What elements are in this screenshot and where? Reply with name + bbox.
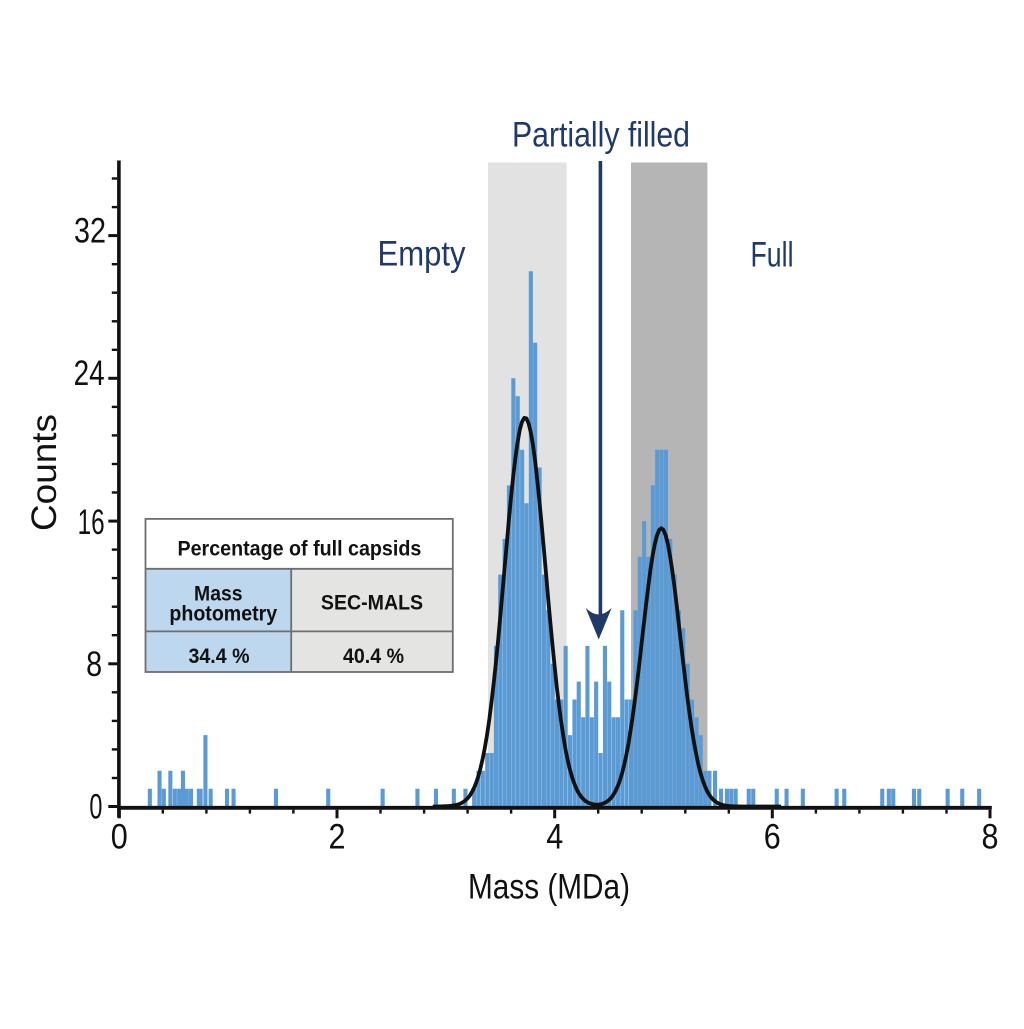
svg-text:8: 8: [982, 817, 999, 856]
svg-text:40.4 %: 40.4 %: [343, 644, 404, 668]
svg-text:photometry: photometry: [169, 601, 277, 625]
svg-text:Empty: Empty: [378, 235, 466, 274]
svg-text:6: 6: [764, 817, 781, 856]
svg-text:2: 2: [329, 817, 346, 856]
svg-text:Counts: Counts: [25, 414, 64, 531]
svg-text:24: 24: [74, 354, 105, 393]
svg-text:34.4 %: 34.4 %: [189, 644, 250, 668]
svg-text:0: 0: [89, 788, 102, 827]
svg-text:16: 16: [78, 503, 105, 542]
svg-text:4: 4: [546, 817, 563, 856]
svg-text:Mass: Mass: [194, 582, 243, 606]
svg-text:8: 8: [86, 645, 102, 684]
svg-text:Partially filled: Partially filled: [512, 116, 690, 155]
svg-text:Percentage of full capsids: Percentage of full capsids: [178, 536, 422, 560]
svg-text:SEC-MALS: SEC-MALS: [321, 590, 423, 614]
svg-text:32: 32: [74, 212, 106, 251]
svg-text:Full: Full: [751, 236, 794, 275]
svg-text:Mass (MDa): Mass (MDa): [468, 867, 630, 906]
svg-text:0: 0: [111, 817, 128, 856]
